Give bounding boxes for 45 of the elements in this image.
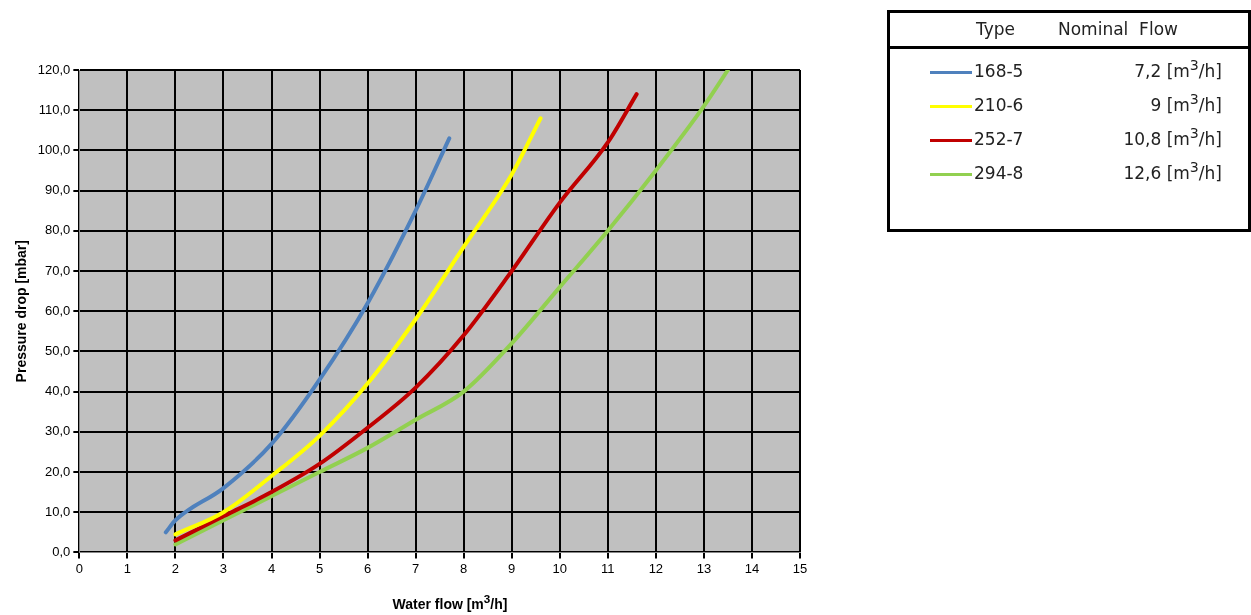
y-tick-label: 70,0 [45,262,71,278]
y-tick-label: 30,0 [45,423,71,439]
y-tick-label: 40,0 [45,383,71,399]
x-tick-label: 6 [363,560,372,576]
x-tick-label: 10 [552,560,568,576]
y-axis-title: Pressure drop [mbar] [13,240,30,383]
x-tick-label: 12 [648,560,664,576]
x-tick-label: 15 [792,560,808,576]
text: Nominal Flow [1058,19,1178,39]
y-tick-label: 0,0 [52,543,71,559]
x-tick-label: 4 [267,560,276,576]
x-tick-label: 0 [75,560,83,576]
y-tick-label: 20,0 [45,463,71,479]
y-tick-label: 60,0 [45,302,71,318]
x-tick-label: 5 [315,560,324,576]
y-tick-label: 100,0 [37,141,71,157]
x-axis-title: Water flow [m$^{3}$/h] [391,592,509,612]
y-tick-label: 80,0 [45,222,71,238]
text: 12,6 [m$^{3}$/h] [1123,159,1222,183]
x-tick-label: 2 [171,560,180,576]
legend-label: 294-8 [974,163,1024,183]
y-tick-label: 10,0 [45,503,71,519]
x-tick-label: 8 [460,560,468,576]
x-tick-label: 13 [696,560,712,576]
x-tick-label: 9 [508,560,516,576]
y-tick-label: 120,0 [37,61,71,77]
x-tick-label: 7 [412,560,420,576]
x-tick-label: 1 [123,560,131,576]
legend-label: 210-6 [974,95,1024,115]
legend-label: 168-5 [974,61,1024,81]
legend-label: 252-7 [974,129,1024,149]
text: 9 [m$^{3}$/h] [1150,91,1222,115]
legend-title: Type [976,19,1016,39]
line-series [173,92,639,543]
text: 10,8 [m$^{3}$/h] [1123,125,1222,149]
y-tick-label: 90,0 [45,182,71,198]
y-tick-label: 110,0 [38,101,71,117]
x-tick-label: 3 [219,560,228,576]
line-series [173,116,543,537]
text: 7,2 [m$^{3}$/h] [1134,57,1222,81]
y-tick-label: 50,0 [45,342,71,358]
line-series [173,70,730,547]
x-tick-label: 14 [744,560,760,576]
x-tick-label: 11 [601,560,615,576]
line-series [163,136,452,535]
